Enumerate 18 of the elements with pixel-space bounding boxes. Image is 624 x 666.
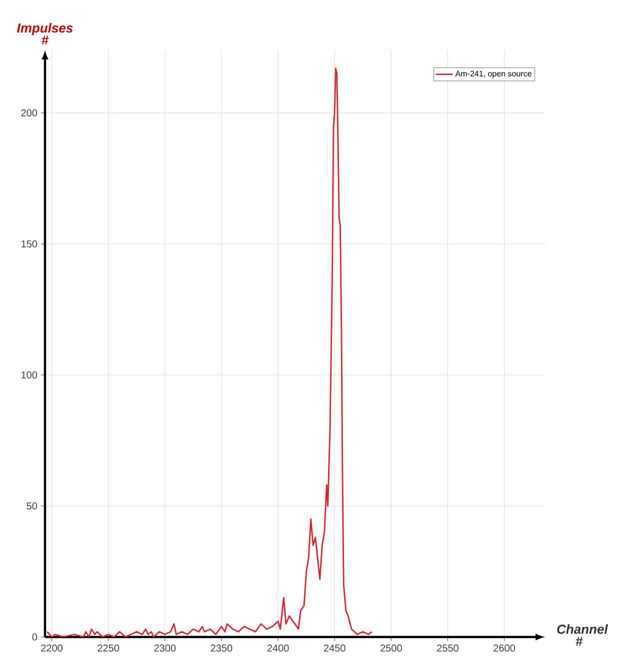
y-tick-label: 50 <box>26 502 38 510</box>
x-tick-label: 2550 <box>437 644 458 652</box>
y-axis-title: Impulses # <box>17 23 73 44</box>
x-tick-label: 2250 <box>98 644 120 652</box>
x-axis-title: Channel # <box>557 624 608 646</box>
x-tick-label: 2400 <box>267 644 289 652</box>
x-tick-label: 2300 <box>154 644 176 652</box>
x-tick-label: 2500 <box>380 644 402 652</box>
x-tick-label: 2350 <box>210 644 232 652</box>
x-tick-label: 2450 <box>324 644 346 652</box>
line-series <box>46 68 373 637</box>
y-tick-label: 150 <box>22 240 38 248</box>
x-tick-label: 2200 <box>41 644 63 652</box>
y-tick-label: 100 <box>22 371 38 378</box>
y-tick-label: 200 <box>21 109 38 116</box>
x-tick-label: 2600 <box>494 644 516 652</box>
legend-label: Am-241, open source <box>455 70 532 78</box>
y-tick-label: 0 <box>32 633 38 641</box>
